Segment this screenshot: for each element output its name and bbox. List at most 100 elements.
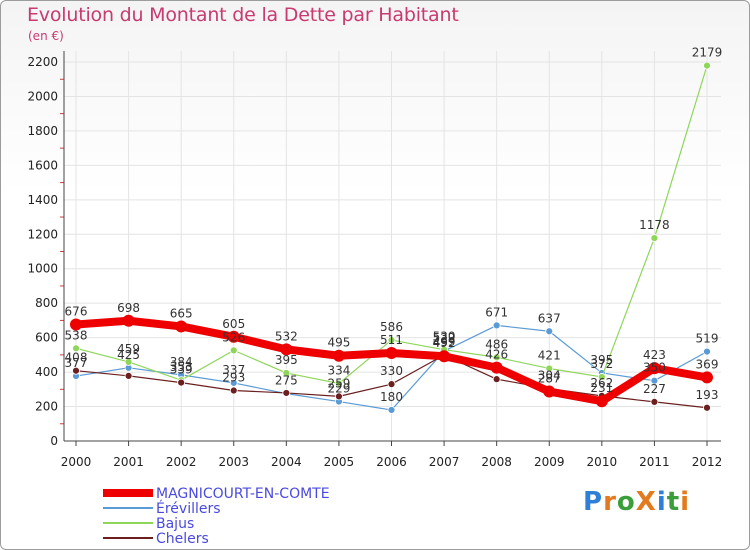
data-point — [545, 364, 554, 373]
data-label: 350 — [643, 361, 666, 375]
data-point — [650, 397, 659, 406]
data-point — [227, 330, 240, 343]
y-axis-unit: (en €) — [28, 29, 64, 43]
y-tick-label: 600 — [35, 331, 58, 345]
data-label: 369 — [696, 357, 719, 371]
data-label: 426 — [485, 348, 508, 362]
data-label: 262 — [590, 376, 613, 390]
data-point — [595, 395, 608, 408]
data-point — [648, 362, 661, 375]
y-tick-label: 2200 — [27, 55, 58, 69]
data-point — [282, 369, 291, 377]
data-point — [229, 379, 238, 387]
data-label: 532 — [275, 329, 298, 343]
data-point — [122, 314, 135, 327]
data-point — [545, 327, 554, 336]
data-point — [124, 371, 133, 380]
data-label: 676 — [65, 305, 88, 319]
data-label: 337 — [222, 363, 245, 377]
data-label: 492 — [433, 336, 456, 350]
data-label: 330 — [380, 364, 403, 378]
logo-letter: P — [583, 487, 604, 517]
data-label: 180 — [380, 390, 403, 404]
y-tick-label: 400 — [35, 365, 58, 379]
data-point — [703, 403, 711, 412]
data-point — [701, 371, 713, 384]
data-label: 293 — [222, 371, 245, 385]
data-label: 353 — [170, 360, 193, 374]
x-tick-label: 2007 — [429, 455, 460, 469]
data-label: 671 — [485, 305, 508, 319]
data-point — [543, 385, 556, 398]
data-label: 499 — [433, 335, 456, 349]
x-tick-label: 2009 — [534, 455, 565, 469]
data-point — [385, 346, 398, 359]
x-tick-label: 2000 — [61, 455, 92, 469]
x-tick-label: 2012 — [692, 455, 723, 469]
data-point — [70, 318, 82, 331]
proxiti-logo: ProXiti — [583, 487, 690, 517]
y-tick-label: 1200 — [27, 227, 58, 241]
x-tick-label: 2003 — [218, 455, 249, 469]
data-point — [229, 346, 238, 355]
data-label: 495 — [327, 336, 350, 350]
data-label: 425 — [117, 348, 140, 362]
data-label: 665 — [170, 306, 193, 320]
data-point — [282, 389, 291, 397]
data-label: 334 — [327, 363, 350, 377]
data-label: 231 — [590, 381, 613, 395]
data-point — [335, 392, 343, 401]
logo-letter: i — [656, 487, 667, 517]
data-point — [72, 366, 80, 375]
data-point — [387, 406, 396, 414]
data-label: 395 — [275, 353, 298, 367]
data-label: 605 — [222, 317, 245, 331]
y-tick-label: 800 — [35, 296, 58, 310]
data-point — [387, 380, 396, 389]
data-point — [490, 361, 503, 374]
data-label: 459 — [117, 342, 140, 356]
data-label: 586 — [380, 320, 403, 334]
data-label: 259 — [327, 376, 350, 390]
legend-label: Érévillers — [156, 500, 221, 517]
y-tick-label: 0 — [50, 434, 58, 448]
data-label: 538 — [65, 328, 88, 342]
data-point — [229, 386, 238, 395]
data-label: 229 — [327, 382, 350, 396]
y-tick-label: 1400 — [27, 193, 58, 207]
data-point — [175, 320, 188, 333]
data-label: 408 — [65, 351, 88, 365]
x-tick-label: 2006 — [376, 455, 407, 469]
x-tick-label: 2011 — [639, 455, 670, 469]
data-label: 339 — [170, 363, 193, 377]
logo-letter: t — [666, 487, 681, 517]
data-point — [703, 61, 711, 70]
data-point — [650, 234, 659, 242]
data-point — [438, 350, 451, 363]
data-point — [703, 347, 711, 356]
y-tick-label: 2000 — [27, 89, 58, 103]
x-tick-label: 2004 — [271, 455, 302, 469]
data-label: 304 — [538, 369, 561, 383]
logo-letter: X — [635, 487, 657, 517]
data-point — [597, 373, 606, 381]
data-label: 193 — [696, 388, 719, 402]
data-point — [492, 375, 501, 384]
data-point — [332, 349, 345, 362]
data-point — [124, 358, 133, 366]
data-point — [72, 344, 80, 353]
x-tick-label: 2008 — [481, 455, 512, 469]
data-label: 372 — [590, 357, 613, 371]
data-label: 423 — [643, 348, 666, 362]
data-point — [335, 379, 343, 388]
data-point — [492, 353, 501, 362]
data-label: 287 — [538, 372, 561, 386]
data-label: 522 — [433, 331, 456, 345]
data-label: 530 — [433, 330, 456, 344]
legend-label: Chelers — [156, 531, 209, 547]
logo-letter: r — [603, 487, 617, 517]
y-tick-label: 1600 — [27, 158, 58, 172]
data-label: 511 — [380, 333, 403, 347]
